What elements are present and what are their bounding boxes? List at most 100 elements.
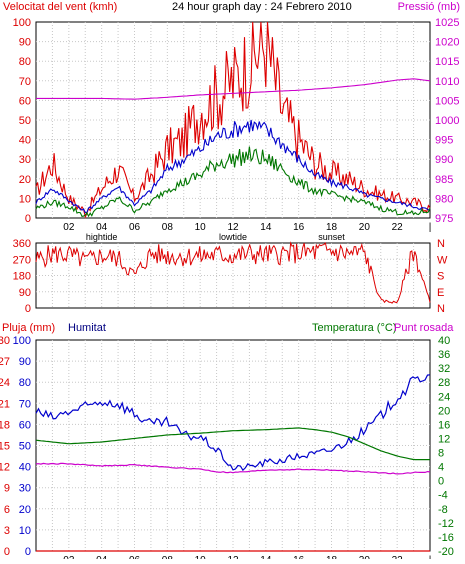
temperature-y-tick-label: 24 — [438, 391, 450, 403]
humidity-line — [35, 374, 431, 472]
rain-y-tick-label: 15 — [0, 441, 10, 453]
temperature-y-tick-label: 20 — [438, 405, 450, 417]
wind-y-tick-label: 30 — [19, 154, 31, 166]
climate-x-tick-label: 04 — [96, 555, 108, 559]
chart-title: 24 hour graph day : 24 Febrero 2010 — [172, 1, 352, 13]
humidity-y-tick-label: 20 — [19, 504, 31, 516]
temperature-axis-label: Temperatura (°C) — [312, 322, 396, 334]
climate-x-tick-label: 02 — [63, 555, 75, 559]
wind-x-tick-label: 20 — [359, 222, 371, 233]
wind-x-tick-label: 08 — [162, 222, 174, 233]
rain-y-tick-label: 18 — [0, 419, 10, 431]
climate-x-tick-label: 20 — [359, 555, 371, 559]
wind-y-tick-label: 100 — [13, 17, 31, 29]
wind-y-tick-label: 70 — [19, 76, 31, 88]
climate-x-tick-label: 18 — [326, 555, 338, 559]
wind-y-tick-label: 0 — [25, 213, 31, 225]
rain-y-tick-label: 9 — [4, 483, 10, 495]
humidity-y-tick-label: 70 — [19, 398, 31, 410]
x-event-label: sunset — [318, 232, 345, 242]
rain-axis-label: Pluja (mm) — [2, 322, 55, 334]
pressure-y-tick-label: 975 — [435, 213, 453, 225]
pressure-y-tick-label: 990 — [435, 154, 453, 166]
climate-x-tick-label: 22 — [392, 555, 404, 559]
pressure-y-tick-label: 1025 — [435, 17, 459, 29]
climate-x-tick-label: 06 — [129, 555, 141, 559]
humidity-y-tick-label: 90 — [19, 356, 31, 368]
dewpoint-axis-label: Punt rosada — [394, 322, 454, 334]
humidity-y-tick-label: 30 — [19, 483, 31, 495]
temperature-y-tick-label: -16 — [438, 532, 454, 544]
wind-x-tick-label: 22 — [392, 222, 404, 233]
wind-average-line — [35, 119, 431, 214]
pressure-y-tick-label: 1000 — [435, 115, 459, 127]
temperature-y-tick-label: -12 — [438, 518, 454, 530]
wind-y-tick-label: 20 — [19, 174, 31, 186]
wind-chart-frame — [35, 21, 431, 219]
wind-direction-line — [35, 241, 431, 304]
wind-x-tick-label: 06 — [129, 222, 141, 233]
rain-y-tick-label: 3 — [4, 525, 10, 537]
temperature-y-tick-label: 32 — [438, 363, 450, 375]
wind-x-tick-label: 12 — [227, 222, 239, 233]
dewpoint-line — [35, 462, 431, 475]
humidity-y-tick-label: 60 — [19, 419, 31, 431]
pressure-y-tick-label: 995 — [435, 135, 453, 147]
humidity-y-tick-label: 80 — [19, 377, 31, 389]
rain-y-tick-label: 21 — [0, 398, 10, 410]
direction-y-tick-label: 270 — [13, 254, 31, 266]
climate-x-tick-label: 12 — [227, 555, 239, 559]
humidity-y-tick-label: 100 — [13, 335, 31, 347]
rain-y-tick-label: 30 — [0, 335, 10, 347]
temperature-y-tick-label: 4 — [438, 462, 444, 474]
wind-minimum-line — [35, 146, 431, 218]
pressure-line — [36, 78, 431, 100]
wind-y-tick-label: 80 — [19, 56, 31, 68]
temperature-y-tick-label: 0 — [438, 476, 444, 488]
rain-y-tick-label: 0 — [4, 546, 10, 558]
humidity-y-tick-label: 10 — [19, 525, 31, 537]
pressure-y-tick-label: 1005 — [435, 95, 459, 107]
pressure-y-tick-label: 1010 — [435, 76, 459, 88]
wind-speed-axis-label: Velocitat del vent (kmh) — [3, 1, 117, 13]
wind-x-tick-label: 04 — [96, 222, 108, 233]
wind-y-tick-label: 90 — [19, 37, 31, 49]
rain-y-tick-label: 27 — [0, 356, 10, 368]
direction-y-tick-label: 90 — [19, 287, 31, 299]
humidity-y-tick-label: 50 — [19, 441, 31, 453]
direction-y-tick-label: 360 — [13, 238, 31, 250]
temperature-y-tick-label: -4 — [438, 490, 448, 502]
rain-y-tick-label: 24 — [0, 377, 10, 389]
climate-x-tick-label: 14 — [260, 555, 272, 559]
compass-tick-label: N — [437, 303, 445, 315]
temperature-y-tick-label: 8 — [438, 448, 444, 460]
wind-x-tick-label: 14 — [260, 222, 272, 233]
humidity-y-tick-label: 40 — [19, 462, 31, 474]
x-event-label: hightide — [86, 232, 118, 242]
wind-y-tick-label: 60 — [19, 95, 31, 107]
x-event-label: lowtide — [219, 232, 247, 242]
pressure-y-tick-label: 985 — [435, 174, 453, 186]
temperature-line — [35, 427, 430, 461]
compass-tick-label: W — [437, 254, 448, 266]
wind-x-tick-label: | — [429, 222, 432, 233]
rain-y-tick-label: 12 — [0, 462, 10, 474]
wind-x-tick-label: 10 — [195, 222, 207, 233]
pressure-y-tick-label: 1020 — [435, 37, 459, 49]
humidity-axis-label: Humitat — [68, 322, 106, 334]
wind-x-tick-label: 18 — [326, 222, 338, 233]
temperature-y-tick-label: -8 — [438, 504, 448, 516]
wind-x-tick-label: 02 — [63, 222, 75, 233]
humidity-y-tick-label: 0 — [25, 546, 31, 558]
pressure-axis-label: Pressió (mb) — [398, 1, 460, 13]
climate-x-tick-label: 08 — [162, 555, 174, 559]
temperature-y-tick-label: -20 — [438, 546, 454, 558]
climate-x-tick-label: 10 — [195, 555, 207, 559]
wind-speed-line — [35, 21, 431, 219]
wind-y-tick-label: 10 — [19, 193, 31, 205]
temperature-y-tick-label: 28 — [438, 377, 450, 389]
temperature-y-tick-label: 16 — [438, 419, 450, 431]
climate-x-tick-label: | — [429, 555, 432, 559]
